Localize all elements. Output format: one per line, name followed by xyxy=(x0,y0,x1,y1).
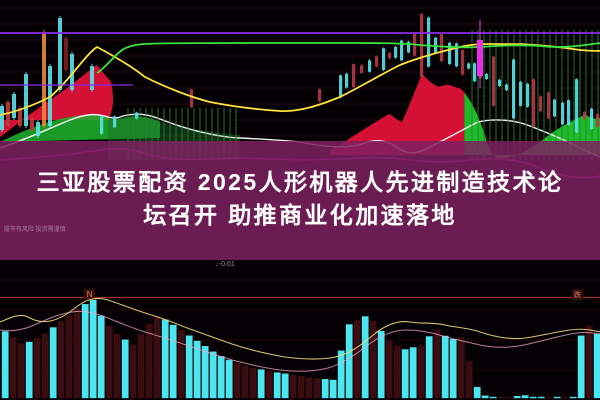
svg-text:N: N xyxy=(87,290,93,299)
svg-text:↓-0.01: ↓-0.01 xyxy=(215,261,235,268)
svg-text:跌: 跌 xyxy=(574,290,581,299)
